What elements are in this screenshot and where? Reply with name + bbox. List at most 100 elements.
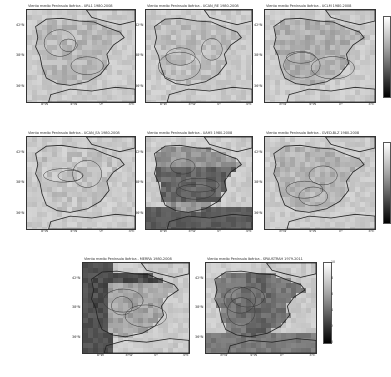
longitude-tick-label: 8ºW <box>220 353 228 357</box>
panel-title: Viento medio Península Ibérica - MERRA 1… <box>84 257 172 261</box>
coastline <box>286 86 375 102</box>
longitude-tick-label: 4ºW <box>309 102 317 106</box>
coastline <box>286 213 375 229</box>
map-panel-p4 <box>26 136 136 230</box>
panel-title: Viento medio Península Ibérica - UAH5 19… <box>147 131 233 135</box>
longitude-tick-label: 4ºE <box>309 353 316 357</box>
wind-contour <box>43 29 76 57</box>
longitude-tick-label: 0º <box>338 102 343 106</box>
latitude-tick-label: 38ºN <box>135 53 144 58</box>
wind-contour <box>170 158 196 175</box>
wind-contour <box>223 286 256 314</box>
wind-contour <box>201 38 223 61</box>
longitude-tick-label: 4ºE <box>128 102 135 106</box>
wind-contour <box>111 296 133 316</box>
coastline <box>85 10 135 26</box>
longitude-tick-label: 4ºW <box>70 229 78 233</box>
wind-map-p1 <box>26 9 136 103</box>
iberia-coastline <box>273 144 365 213</box>
latitude-tick-label: 38ºN <box>195 305 204 310</box>
longitude-tick-label: 0º <box>338 229 343 233</box>
coastline <box>48 213 135 229</box>
latitude-tick-label: 42ºN <box>254 22 263 27</box>
coastline <box>325 137 375 153</box>
latitude-tick-label: 38ºN <box>254 180 263 185</box>
longitude-tick-label: 4ºE <box>368 102 375 106</box>
colorbar-tick-label: 10 <box>331 260 336 264</box>
longitude-tick-label: 4ºW <box>70 102 78 106</box>
latitude-tick-label: 38ºN <box>16 180 25 185</box>
latitude-tick-label: 38ºN <box>135 180 144 185</box>
latitude-tick-label: 38ºN <box>72 305 81 310</box>
longitude-tick-label: 4ºE <box>245 229 252 233</box>
longitude-tick-label: 8ºW <box>159 229 167 233</box>
map-panel-p7 <box>82 262 190 354</box>
wind-map-p4 <box>26 136 136 230</box>
coastline <box>140 263 189 278</box>
latitude-tick-label: 36ºN <box>135 83 144 88</box>
wind-contour <box>178 177 220 193</box>
longitude-tick-label: 0º <box>99 102 104 106</box>
coastline <box>166 213 252 229</box>
latitude-tick-label: 36ºN <box>72 334 81 339</box>
wind-contour <box>283 52 321 79</box>
wind-contour <box>43 168 84 183</box>
latitude-tick-label: 36ºN <box>135 210 144 215</box>
wind-contour <box>285 180 324 199</box>
panel-title: Viento medio Península Ibérica - UCAN_EA… <box>28 131 120 135</box>
longitude-tick-label: 8ºW <box>41 102 49 106</box>
latitude-tick-label: 38ºN <box>254 53 263 58</box>
longitude-tick-label: 0º <box>99 229 104 233</box>
coastline <box>203 137 252 153</box>
latitude-tick-label: 42ºN <box>195 275 204 280</box>
wind-contour <box>175 183 215 200</box>
longitude-tick-label: 8ºW <box>41 229 49 233</box>
colorbar <box>383 16 391 98</box>
wind-contour <box>298 186 328 206</box>
latitude-tick-label: 36ºN <box>254 83 263 88</box>
iberia-coastline <box>35 144 125 213</box>
colorbar-tick-label: 2 <box>331 324 334 328</box>
wind-contour <box>158 51 201 81</box>
latitude-tick-label: 42ºN <box>16 149 25 154</box>
wind-contour <box>124 304 167 328</box>
map-panel-p1 <box>26 9 136 103</box>
wind-map-p5 <box>145 136 253 230</box>
iberia-coastline <box>214 270 306 338</box>
coastline <box>103 338 189 353</box>
coastline <box>85 137 135 153</box>
map-panel-p5 <box>145 136 253 230</box>
wind-contour <box>59 38 78 52</box>
wind-contour <box>230 286 265 308</box>
panel-title: Viento medio Península Ibérica - URL1 19… <box>28 4 113 8</box>
iberia-coastline <box>91 270 179 338</box>
map-panel-p2 <box>145 9 253 103</box>
wind-contour <box>70 56 104 75</box>
panel-title: Viento medio Península Ibérica - UCAN_RE… <box>147 4 239 8</box>
wind-contour <box>286 51 316 64</box>
wind-map-p8 <box>205 262 317 354</box>
longitude-tick-label: 4ºW <box>125 353 133 357</box>
longitude-tick-label: 0º <box>279 353 284 357</box>
panel-title: Viento medio Península Ibérica - GVED-BL… <box>266 131 360 135</box>
wind-contour <box>57 170 83 182</box>
colorbar <box>383 142 391 224</box>
wind-map-p7 <box>82 262 190 354</box>
map-panel-p8 <box>205 262 317 354</box>
longitude-tick-label: 8ºW <box>159 102 167 106</box>
wind-contour <box>102 288 144 313</box>
longitude-tick-label: 8ºW <box>279 102 287 106</box>
wind-contour <box>308 165 338 186</box>
colorbar-tick-label: 6 <box>331 292 334 296</box>
longitude-tick-label: 4ºW <box>188 102 196 106</box>
wind-contour <box>72 159 102 188</box>
longitude-tick-label: 4ºE <box>368 229 375 233</box>
latitude-tick-label: 42ºN <box>135 22 144 27</box>
iberia-coastline <box>273 17 365 86</box>
coastline <box>325 10 375 26</box>
latitude-tick-label: 42ºN <box>72 275 81 280</box>
wind-contour <box>165 47 196 66</box>
longitude-tick-label: 0º <box>217 102 221 106</box>
latitude-tick-label: 36ºN <box>195 334 204 339</box>
